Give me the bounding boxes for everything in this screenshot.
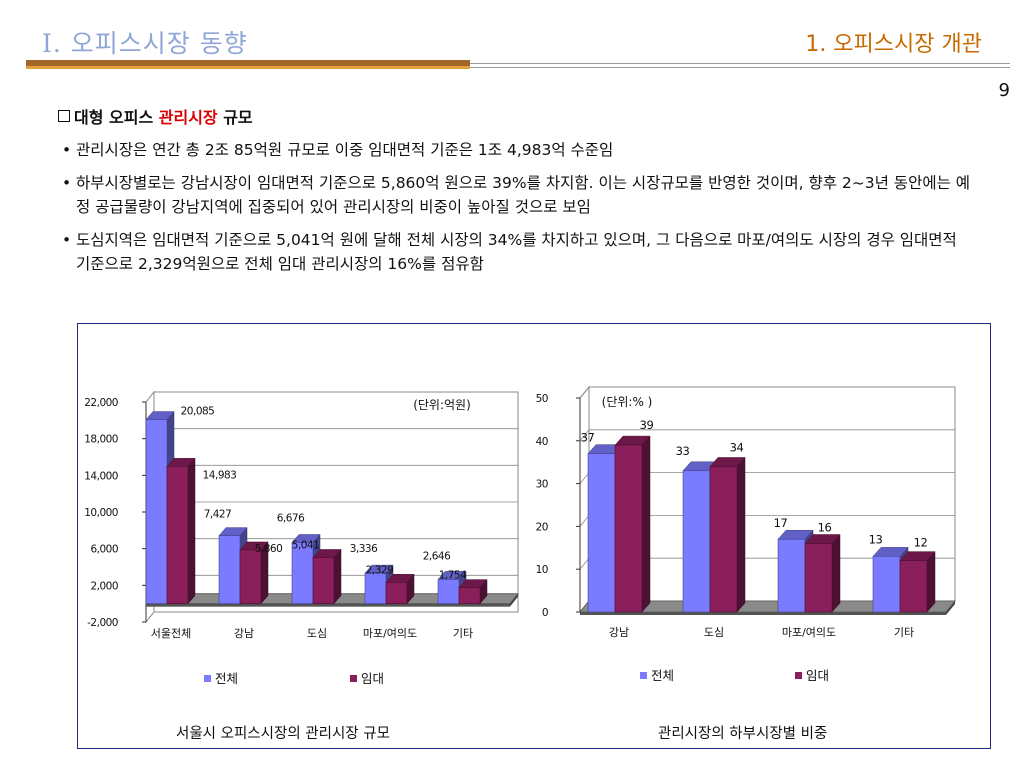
- chart-frame: [77, 323, 991, 749]
- subheading-prefix: 대형 오피스: [74, 108, 159, 127]
- bullet-item: 하부시장별로는 강남시장이 임대면적 기준으로 5,860억 원으로 39%를 …: [62, 171, 972, 219]
- checkbox-icon: [58, 110, 70, 122]
- header-rule-dark: [26, 60, 470, 66]
- header-rule-thin-bottom: [470, 67, 1010, 68]
- chart-caption-right: 관리시장의 하부시장별 비중: [658, 726, 828, 742]
- bullet-item: 관리시장은 연간 총 2조 85억원 규모로 이중 임대면적 기준은 1조 4,…: [62, 138, 972, 162]
- subheading-highlight: 관리시장: [158, 108, 218, 127]
- subheading: 대형 오피스 관리시장 규모: [58, 104, 253, 128]
- bullet-item: 도심지역은 임대면적 기준으로 5,041억 원에 달해 전체 시장의 34%를…: [62, 228, 972, 276]
- header-rule-thin-top: [470, 63, 1010, 64]
- bullet-list: 관리시장은 연간 총 2조 85억원 규모로 이중 임대면적 기준은 1조 4,…: [62, 138, 972, 285]
- header-rule-gold: [26, 66, 470, 69]
- chart-caption-left: 서울시 오피스시장의 관리시장 규모: [176, 726, 390, 742]
- section-title: Ⅰ. 오피스시장 동향: [42, 29, 248, 58]
- page-heading: 1. 오피스시장 개관: [805, 32, 982, 57]
- page-number: 9: [998, 80, 1010, 101]
- subheading-suffix: 규모: [217, 108, 253, 127]
